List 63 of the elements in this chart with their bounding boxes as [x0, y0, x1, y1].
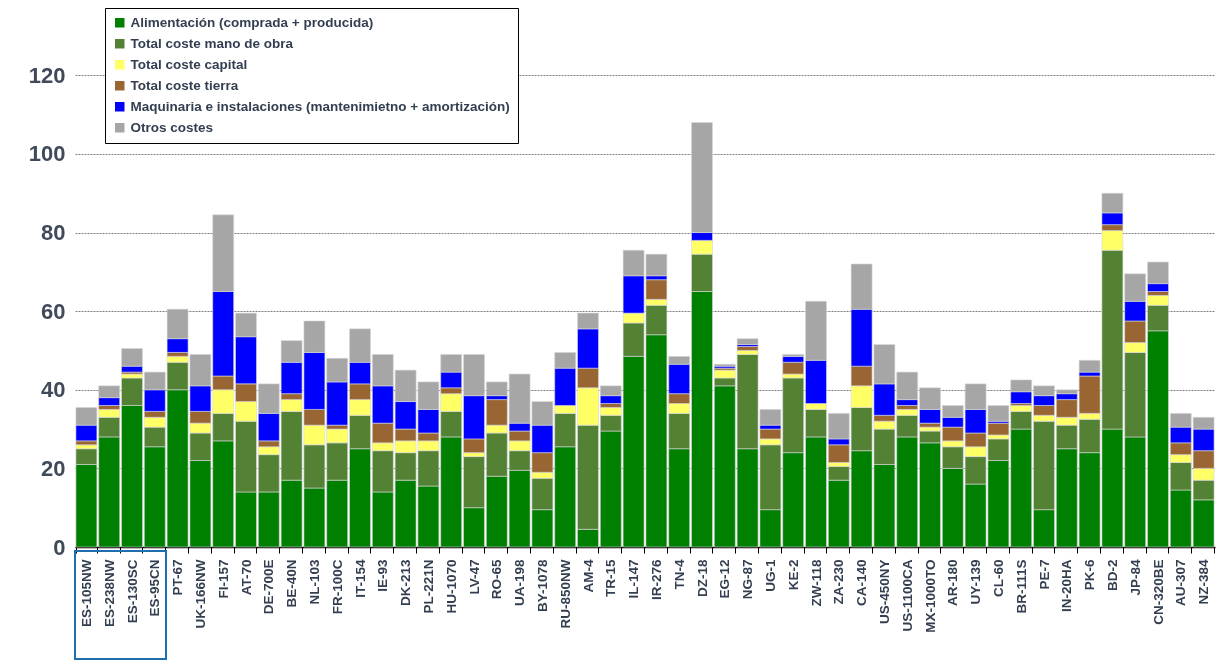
x-tick-label: AU-307: [1173, 559, 1189, 607]
y-tick-label: 100: [28, 141, 66, 167]
x-tick-label: DZ-18: [694, 559, 710, 598]
y-tick-label: 60: [41, 298, 66, 324]
x-tick-label: CA-140: [854, 559, 870, 607]
x-tick-label: MX-1000TO: [922, 559, 938, 633]
x-tick-label: BD-2: [1104, 559, 1120, 592]
x-tick-label: IN-20HA: [1059, 559, 1075, 613]
x-tick-label: AR-180: [945, 559, 961, 607]
x-tick-label: LV-47: [466, 559, 482, 595]
legend-label: Total coste capital: [130, 56, 248, 72]
x-tick-label: ES-130SC: [124, 559, 140, 624]
legend-label: Total coste tierra: [130, 77, 239, 93]
x-tick-label: FR-100C: [329, 559, 345, 615]
x-tick-label: BE-40N: [284, 559, 300, 608]
x-tick-label: PT-67: [170, 559, 186, 596]
x-tick-label: PK-6: [1082, 559, 1098, 591]
x-tick-label: ES-95CN: [147, 559, 163, 617]
x-tick-label: UK-166NW: [192, 559, 208, 629]
x-tick-label: IR-276: [648, 559, 664, 601]
x-tick-label: NL-103: [306, 559, 322, 605]
x-tick-label: AT-70: [238, 559, 254, 596]
legend-label: Total coste mano de obra: [130, 35, 294, 51]
y-tick-label: 120: [28, 62, 66, 88]
x-tick-label: KE-2: [785, 559, 801, 591]
x-tick-label: US-1100CA: [899, 559, 915, 632]
x-tick-label: US-450NY: [876, 559, 892, 625]
x-tick-label: JP-84: [1127, 559, 1143, 596]
x-tick-label: BR-111S: [1013, 559, 1029, 614]
x-tick-label: TR-15: [603, 559, 619, 598]
x-tick-label: EG-12: [717, 559, 733, 599]
x-tick-label: AM-4: [580, 559, 596, 593]
x-tick-label: DK-213: [398, 559, 414, 607]
y-tick-label: 40: [41, 377, 66, 403]
x-tick-label: FI-157: [215, 559, 231, 599]
y-tick-label: 20: [41, 455, 66, 481]
legend-label: Maquinaria e instalaciones (mantenimietno + amortización): [130, 98, 510, 114]
x-tick-label: IT-154: [352, 559, 368, 598]
x-tick-label: PE-7: [1036, 559, 1052, 590]
x-tick-label: ZA-230: [831, 559, 847, 605]
x-tick-label: IE-93: [375, 559, 391, 592]
x-tick-label: UG-1: [762, 559, 778, 592]
x-tick-label: BY-1078: [534, 559, 550, 613]
x-tick-label: DE-700E: [261, 559, 277, 615]
x-tick-label: NG-87: [740, 559, 756, 600]
y-tick-label: 0: [53, 534, 66, 560]
x-tick-label: ZW-118: [808, 559, 824, 607]
y-tick-label: 80: [41, 220, 66, 246]
x-tick-label: CL-60: [990, 559, 1006, 598]
x-tick-label: NZ-384: [1196, 559, 1212, 605]
x-tick-label: PL-221N: [420, 559, 436, 614]
x-tick-label: HU-1070: [443, 559, 459, 614]
x-tick-label: IL-147: [626, 559, 642, 599]
x-tick-label: UY-139: [968, 559, 984, 605]
legend-label: Alimentación (comprada + producida): [130, 14, 374, 30]
x-tick-label: ES-238NW: [101, 559, 117, 628]
legend-label: Otros costes: [130, 119, 214, 135]
x-tick-label: ES-105NW: [78, 559, 94, 628]
x-tick-label: RO-65: [489, 559, 505, 600]
x-tick-label: RU-850NW: [557, 559, 573, 629]
x-tick-label: CN-320BE: [1150, 559, 1166, 625]
x-tick-label: UA-198: [512, 559, 528, 607]
x-tick-label: TN-4: [671, 559, 687, 590]
